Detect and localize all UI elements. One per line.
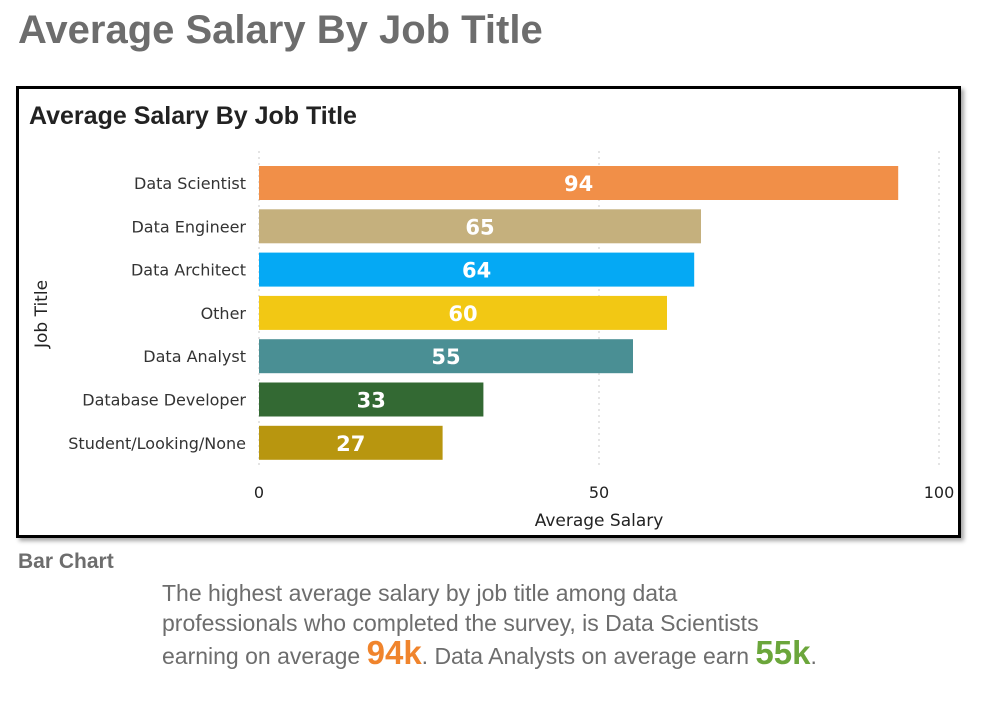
y-axis-title: Job Title bbox=[32, 280, 52, 349]
category-label: Data Analyst bbox=[143, 347, 246, 366]
data-label: 94 bbox=[564, 172, 593, 196]
data-label: 55 bbox=[431, 345, 460, 369]
bar bbox=[259, 425, 443, 460]
x-axis-title: Average Salary bbox=[535, 511, 664, 531]
category-label: Student/Looking/None bbox=[68, 434, 246, 453]
chart-description: The highest average salary by job title … bbox=[162, 578, 962, 671]
data-label: 64 bbox=[462, 259, 491, 283]
category-label: Other bbox=[201, 304, 247, 323]
category-label: Data Architect bbox=[131, 261, 246, 280]
category-label: Data Scientist bbox=[134, 174, 246, 193]
data-label: 27 bbox=[336, 432, 365, 456]
description-text: . bbox=[810, 643, 817, 669]
description-text: earning on average bbox=[162, 643, 367, 669]
highlight-data-analyst-salary: 55k bbox=[755, 634, 811, 671]
description-line-2: professionals who completed the survey, … bbox=[162, 610, 759, 636]
category-label: Data Engineer bbox=[131, 217, 246, 236]
bar bbox=[259, 295, 667, 330]
bar bbox=[259, 382, 484, 417]
x-tick-label: 100 bbox=[924, 483, 955, 502]
highlight-data-scientist-salary: 94k bbox=[366, 634, 422, 671]
x-tick-label: 0 bbox=[254, 483, 264, 502]
data-label: 60 bbox=[448, 302, 477, 326]
chart-type-caption: Bar Chart bbox=[18, 550, 114, 573]
data-label: 33 bbox=[357, 389, 386, 413]
bar bbox=[259, 166, 899, 200]
chart-title: Average Salary By Job Title bbox=[29, 102, 357, 130]
bar bbox=[259, 252, 695, 287]
bars bbox=[259, 166, 899, 460]
data-label: 65 bbox=[465, 215, 494, 239]
bar bbox=[259, 209, 701, 244]
category-label: Database Developer bbox=[82, 391, 246, 410]
x-tick-label: 50 bbox=[589, 483, 609, 502]
page-title: Average Salary By Job Title bbox=[18, 8, 543, 52]
bar-chart: Average Salary By Job Title 0 50 100 Data S… bbox=[29, 102, 954, 531]
labels: 0 50 100 Data Scientist 94 Data Engineer 65 Dat… bbox=[68, 172, 954, 502]
bar bbox=[259, 339, 633, 374]
description-text: . Data Analysts on average earn bbox=[421, 643, 756, 669]
description-line-1: The highest average salary by job title … bbox=[162, 580, 678, 606]
chart-frame: Average Salary By Job Title 0 50 100 Data S… bbox=[16, 86, 961, 538]
description-line-3: earning on average 94k. Data Analysts on… bbox=[162, 636, 962, 671]
